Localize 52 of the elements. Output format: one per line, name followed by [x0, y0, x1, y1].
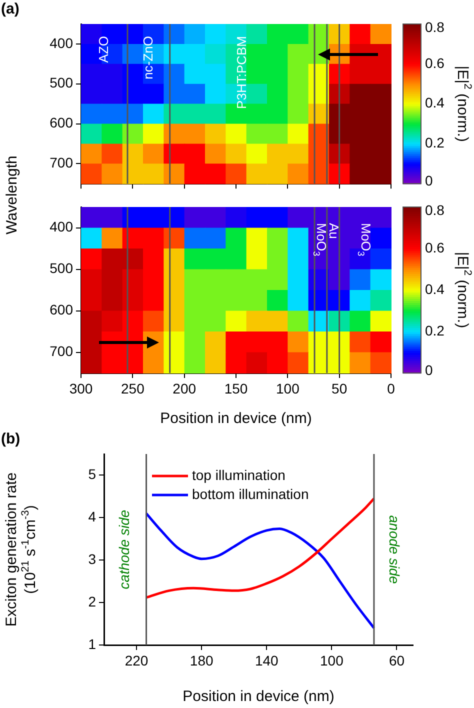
- y-tick-label: 600: [50, 302, 74, 318]
- y-tick-label: 400: [50, 218, 74, 235]
- color-bar-title: |E|2 (norm.): [454, 252, 474, 328]
- color-bar-title: |E|2 (norm.): [454, 66, 474, 142]
- color-bar-label: 0: [425, 172, 433, 188]
- x-axis-title: Position in device (nm): [182, 688, 334, 706]
- annotation: cathode side: [116, 510, 132, 590]
- chart-title: (a): [1, 0, 20, 18]
- color-bar-label: 0.2: [425, 134, 445, 151]
- y-tick-label: 500: [50, 260, 74, 276]
- y-tick-label: 5: [88, 466, 96, 482]
- annotation: AZO: [96, 36, 111, 63]
- color-bar-label: 0.8: [425, 202, 445, 218]
- y-tick-label: 4: [88, 508, 96, 525]
- x-tick-label: 0: [387, 380, 396, 396]
- x-tick-label: 300: [69, 380, 93, 396]
- legend-label: top illumination: [192, 466, 286, 483]
- y-tick-label: 700: [50, 343, 74, 360]
- color-bar-label: 0.6: [425, 239, 445, 256]
- y-tick-label: 700: [50, 154, 74, 171]
- annotation: MoO3: [356, 223, 374, 256]
- annotation: nc-ZnO: [140, 36, 156, 80]
- color-bar-label: 0.2: [425, 322, 445, 338]
- annotation: MoO3: [312, 223, 330, 256]
- x-tick-label: 60: [388, 652, 405, 668]
- x-tick-label: 200: [172, 380, 196, 396]
- x-axis-title: Position in device (nm): [160, 410, 312, 428]
- x-tick-label: 50: [332, 380, 348, 396]
- x-tick-label: 100: [320, 652, 344, 668]
- annotation: Au: [326, 223, 342, 239]
- x-tick-label: 100: [276, 380, 300, 396]
- x-tick-label: 180: [190, 652, 214, 668]
- chart-title: (b): [1, 430, 20, 448]
- y-tick-label: 400: [50, 34, 74, 51]
- color-bar-label: 0: [425, 362, 433, 378]
- annotation: P3HT:PCBM: [234, 36, 249, 109]
- color-bar-label: 0.8: [425, 18, 445, 35]
- annotation: anode side: [386, 515, 403, 584]
- y-axis-title: Wavelength: [4, 156, 20, 234]
- y-tick-label: 1: [88, 636, 96, 652]
- y-tick-label: 3: [88, 550, 96, 567]
- x-tick-label: 150: [224, 380, 248, 396]
- y-tick-label: 2: [88, 593, 96, 610]
- color-bar-label: 0.4: [425, 94, 445, 111]
- y-tick-label: 600: [50, 114, 74, 131]
- color-bar-label: 0.6: [425, 54, 445, 71]
- x-tick-label: 250: [120, 380, 145, 396]
- legend-label: bottom illumination: [192, 486, 309, 502]
- x-tick-label: 220: [124, 652, 148, 668]
- y-tick-label: 500: [50, 74, 74, 91]
- color-bar-label: 0.4: [425, 280, 445, 297]
- x-tick-label: 140: [254, 652, 279, 668]
